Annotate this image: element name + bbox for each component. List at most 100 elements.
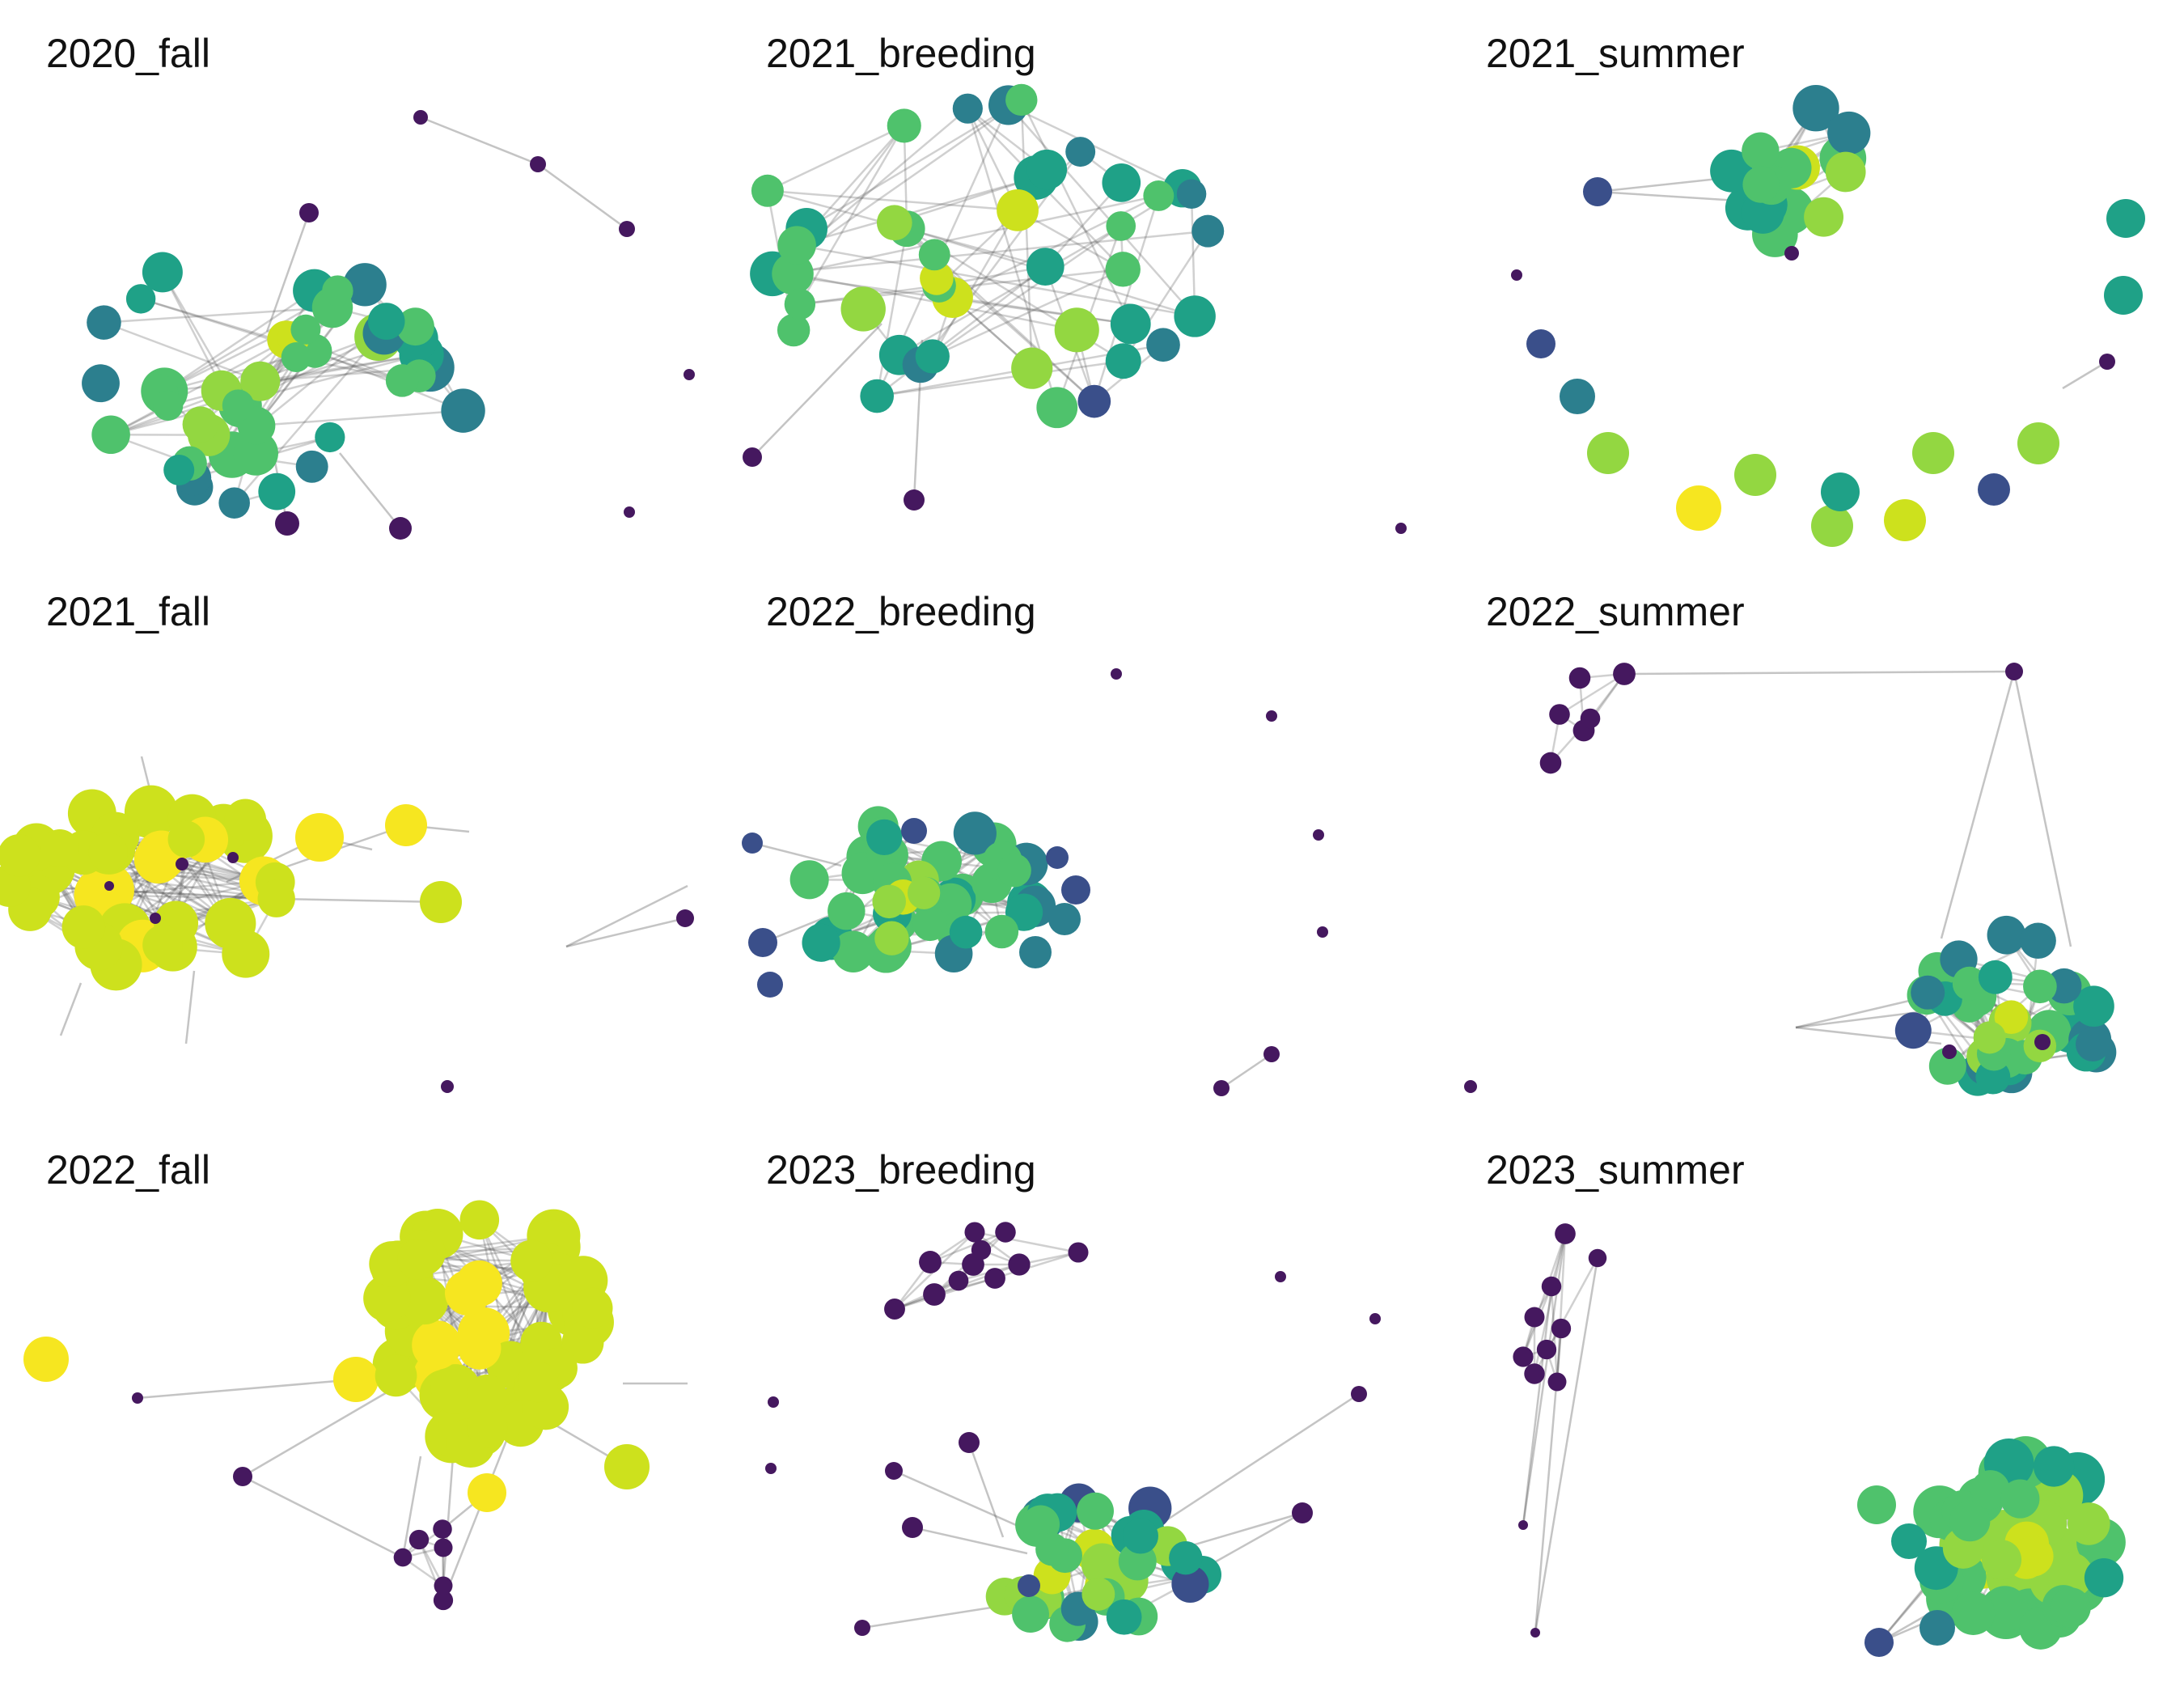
edge-layer [751, 99, 1209, 501]
edge [1140, 1392, 1360, 1539]
edge [1008, 104, 1183, 189]
edge [339, 452, 401, 529]
node [1171, 1565, 1209, 1604]
node-layer [743, 83, 1407, 534]
node [295, 450, 328, 483]
node [624, 506, 635, 518]
node [400, 1276, 449, 1325]
panel-title: 2022_summer [1486, 589, 1745, 634]
node [1541, 1276, 1562, 1297]
node [233, 1467, 252, 1486]
node [765, 1463, 777, 1474]
node [1951, 1591, 1996, 1635]
node [789, 860, 829, 900]
node [299, 203, 319, 222]
node [748, 928, 777, 957]
network-panel-2021_fall: 2021_fall [0, 558, 720, 1116]
node [827, 892, 866, 930]
node [445, 1270, 490, 1316]
node [142, 925, 183, 965]
network-graph: 2021_breeding [743, 31, 1407, 534]
node [430, 1364, 480, 1414]
node [434, 1538, 453, 1557]
node [1068, 1242, 1089, 1263]
edge [1007, 104, 1196, 317]
network-panel-2021_breeding: 2021_breeding [720, 0, 1440, 558]
node [907, 876, 941, 909]
node [124, 785, 178, 839]
node [1973, 1021, 2006, 1054]
edge [929, 1231, 1006, 1264]
node [1110, 303, 1151, 345]
node [1825, 151, 1866, 193]
node [1026, 248, 1064, 286]
edge [1559, 672, 1625, 716]
node [142, 252, 183, 293]
node [757, 972, 783, 998]
node [2068, 1502, 2110, 1545]
edge [2013, 671, 2072, 947]
node [1784, 246, 1799, 261]
node [1911, 975, 1945, 1010]
network-panel-2022_fall: 2022_fall [0, 1116, 720, 1675]
node-layer [1513, 1223, 2126, 1657]
network-panel-2021_summer: 2021_summer [1440, 0, 2160, 558]
node [467, 1374, 506, 1413]
node [915, 339, 950, 374]
edge [265, 212, 311, 333]
node [182, 406, 219, 443]
node [363, 1274, 411, 1322]
edge [163, 290, 315, 392]
node [918, 239, 950, 271]
node [275, 511, 299, 536]
node [1292, 1502, 1313, 1523]
node [150, 913, 161, 924]
node [751, 174, 784, 207]
node [2023, 969, 2057, 1004]
node [434, 1576, 453, 1595]
node [1511, 269, 1522, 281]
node [2013, 1536, 2054, 1577]
node [1105, 343, 1141, 379]
node [1821, 472, 1860, 511]
node [995, 1222, 1016, 1243]
node [1266, 710, 1277, 722]
network-panel-2022_breeding: 2022_breeding [720, 558, 1440, 1116]
node [1018, 1574, 1040, 1597]
node [1102, 163, 1141, 202]
node [902, 1517, 923, 1538]
node [408, 1529, 430, 1550]
node [1580, 708, 1601, 729]
node [1547, 1372, 1567, 1392]
node [1081, 1577, 1115, 1611]
node [959, 1432, 980, 1453]
edge [260, 354, 422, 383]
panel-title: 2023_breeding [766, 1147, 1036, 1193]
node [467, 1407, 508, 1448]
edge [242, 1475, 404, 1559]
edge [2062, 360, 2108, 390]
node [920, 261, 954, 295]
node [412, 1320, 462, 1370]
network-graph: 2022_breeding [742, 589, 1328, 1096]
node-layer [765, 1222, 1381, 1642]
node [984, 914, 1019, 949]
node [87, 305, 121, 340]
node [224, 799, 267, 841]
node [885, 1462, 903, 1480]
network-panel-2020_fall: 2020_fall [0, 0, 720, 558]
node-layer [82, 110, 695, 540]
node [832, 930, 874, 972]
network-graph: 2022_fall [23, 1147, 688, 1611]
node [912, 906, 947, 942]
node [2084, 1558, 2124, 1598]
edge [104, 306, 333, 324]
edge [798, 125, 905, 305]
node [1588, 1248, 1607, 1268]
edge [1795, 1010, 1926, 1029]
node [876, 205, 912, 241]
panel-title: 2022_breeding [766, 589, 1036, 634]
node [1036, 387, 1078, 429]
node [1864, 1628, 1894, 1657]
node [393, 1548, 413, 1567]
